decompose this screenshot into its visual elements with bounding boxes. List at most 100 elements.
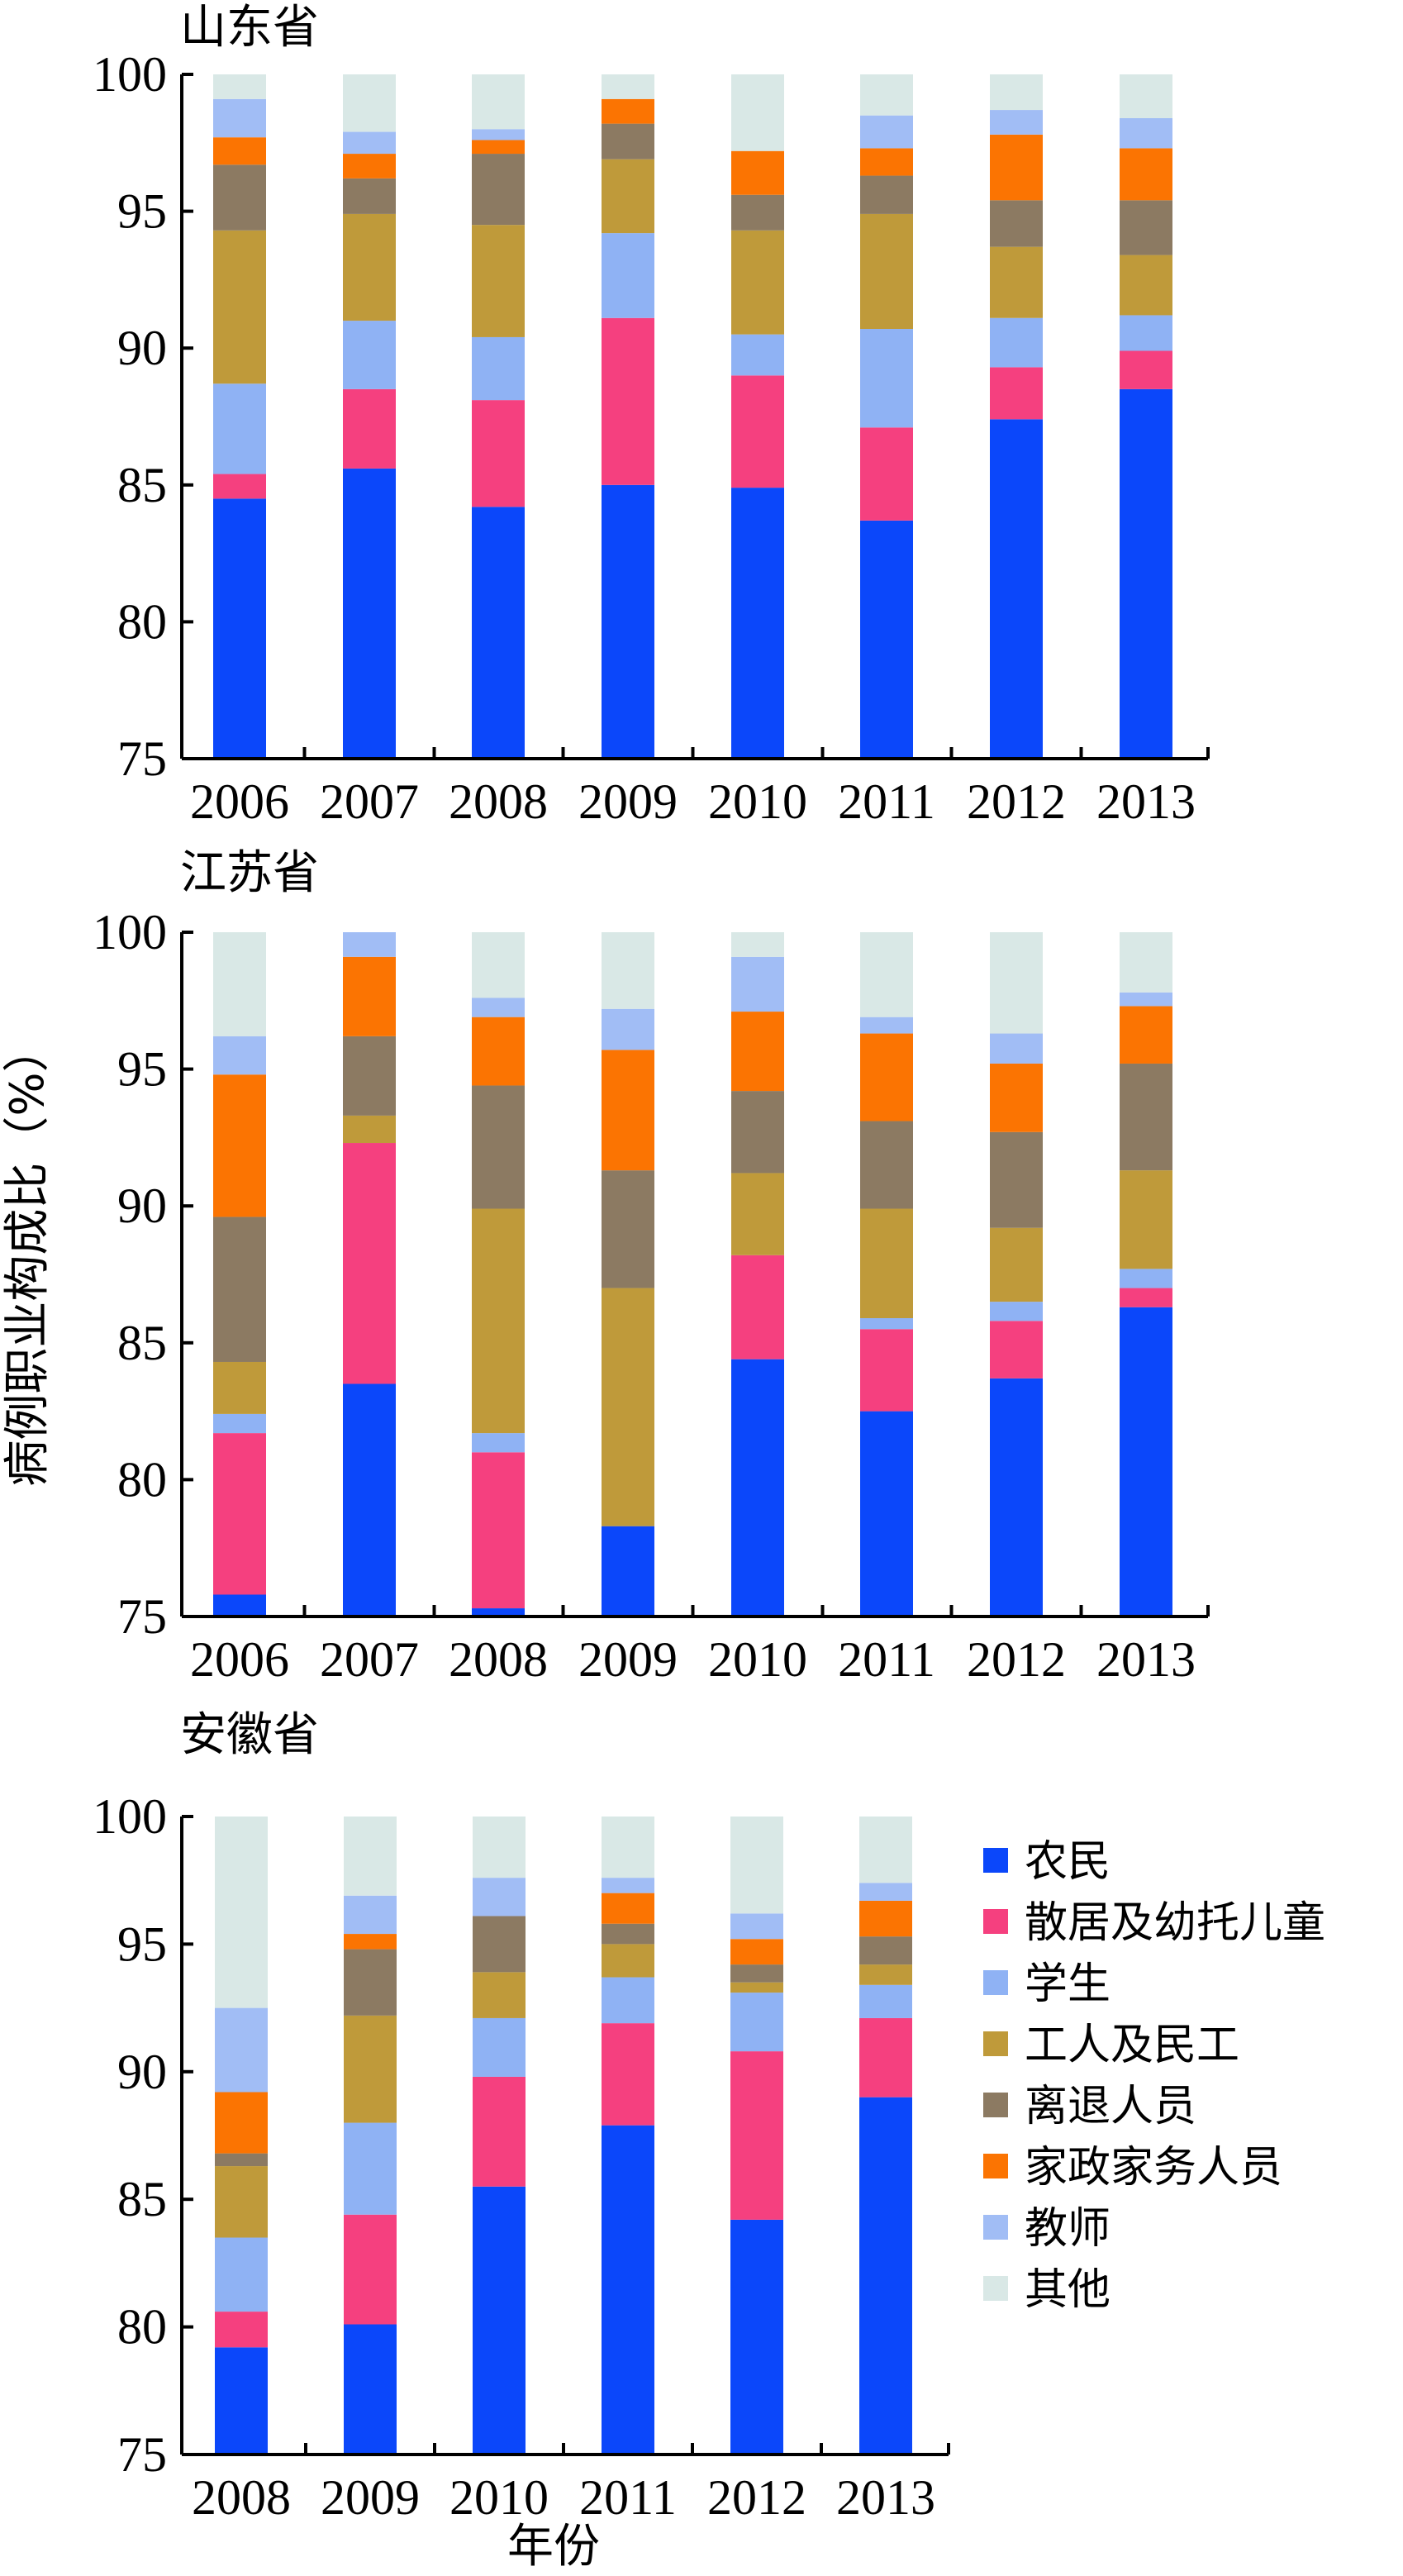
bar-segment [213, 498, 266, 759]
bar-segment [860, 329, 913, 428]
bar-segment [602, 1288, 654, 1526]
legend-swatch [983, 2093, 1008, 2117]
bar-segment [860, 1017, 913, 1034]
legend-swatch [983, 2215, 1008, 2240]
x-tick-label: 2011 [579, 2470, 677, 2525]
x-tick-label: 2012 [967, 774, 1066, 829]
bar-segment [730, 1817, 783, 1914]
x-tick-label: 2012 [707, 2470, 806, 2525]
bar-segment [860, 213, 913, 330]
bar-segment [472, 154, 525, 226]
bar-segment [213, 1413, 266, 1434]
bar-segment [602, 1923, 654, 1945]
bar-segment [731, 74, 784, 151]
bar-segment [213, 74, 266, 99]
panel-title: 山东省 [180, 1, 319, 55]
bar-segment [344, 1934, 397, 1950]
bar-segment [730, 1964, 783, 1983]
bar-segment [472, 225, 525, 337]
bar-segment [731, 1255, 784, 1359]
bar-segment [860, 1329, 913, 1412]
bar-segment [860, 1411, 913, 1617]
bar-segment [859, 1817, 912, 1883]
bar-segment [213, 383, 266, 474]
bar-segment [472, 336, 525, 401]
x-tick-label: 2007 [320, 774, 419, 829]
bar-segment [602, 484, 654, 759]
bar-segment [731, 150, 784, 195]
bar-segment [731, 1012, 784, 1092]
bar-segment [990, 134, 1043, 201]
bar-segment [860, 427, 913, 521]
bar-segment [859, 1936, 912, 1965]
bar-segment [731, 1359, 784, 1617]
bar-segment [602, 1977, 654, 2024]
y-tick-label: 85 [117, 458, 167, 512]
bar-segment [602, 2023, 654, 2126]
bar-segment [213, 1433, 266, 1595]
y-tick-label: 80 [117, 594, 167, 649]
bar-segment [990, 317, 1043, 368]
legend-label: 工人及民工 [1025, 2021, 1239, 2070]
y-tick-label: 100 [93, 47, 167, 102]
bar-segment [213, 1074, 266, 1217]
y-tick-label: 75 [117, 731, 167, 786]
bar-segment [472, 74, 525, 130]
bar-segment [990, 1033, 1043, 1064]
y-tick-label: 95 [117, 1917, 167, 1971]
legend-label: 其他 [1025, 2265, 1111, 2315]
bar-segment [602, 233, 654, 318]
y-tick-label: 80 [117, 1452, 167, 1507]
bar-segment [472, 1433, 525, 1453]
bar-segment [343, 956, 396, 1036]
bar-segment [343, 468, 396, 759]
bar-segment [473, 1916, 526, 1973]
bar-segment [213, 1217, 266, 1362]
bar-segment [472, 1017, 525, 1086]
bar-segment [990, 1227, 1043, 1302]
bar-segment [1120, 1307, 1172, 1617]
bar-segment [1120, 315, 1172, 351]
bar-segment [990, 1063, 1043, 1132]
bar-segment [1120, 992, 1172, 1007]
bar-segment [213, 230, 266, 384]
bar-segment [602, 1526, 654, 1617]
bar-segment [473, 2076, 526, 2187]
bar-segment [343, 154, 396, 179]
y-tick-label: 80 [117, 2300, 167, 2355]
bar-segment [990, 367, 1043, 420]
x-tick-label: 2007 [320, 1632, 419, 1687]
bar-segment [473, 1817, 526, 1878]
x-tick-label: 2006 [190, 1632, 289, 1687]
bar-segment [472, 932, 525, 998]
bar-segment [730, 1939, 783, 1965]
bar-segment [1120, 1170, 1172, 1269]
bar-segment [859, 1883, 912, 1901]
bar-segment [1120, 388, 1172, 759]
panel-shandong: 山东省 75 80 85 90 95 100 2006 2007 2008 2009 2010 201… [93, 1, 1210, 829]
bar-segment [990, 246, 1043, 318]
x-tick-label: 2009 [578, 1632, 678, 1687]
legend-label: 学生 [1025, 1959, 1111, 2009]
bar-segment [344, 1949, 397, 2016]
y-tick-label: 75 [117, 1589, 167, 1644]
legend-swatch [983, 2031, 1008, 2056]
bar-segment [343, 1115, 396, 1144]
bar-segment [215, 1817, 268, 2008]
x-tick-label: 2010 [449, 2470, 549, 2525]
x-axis-label: 年份 [507, 2520, 600, 2574]
bar-segment [859, 2017, 912, 2097]
bar-segment [215, 2092, 268, 2154]
bar-segment [343, 213, 396, 321]
y-tick-label: 95 [117, 1042, 167, 1097]
bar-segment [343, 178, 396, 214]
bar-segment [215, 2237, 268, 2312]
bar-segment [215, 2153, 268, 2167]
bar-segment [213, 1361, 266, 1414]
bar-segment [731, 334, 784, 376]
bar-segment [1120, 148, 1172, 201]
bar-segment [730, 1913, 783, 1940]
legend-label: 教师 [1025, 2204, 1111, 2254]
legend-label: 农民 [1025, 1837, 1111, 1887]
bar-segment [472, 998, 525, 1017]
